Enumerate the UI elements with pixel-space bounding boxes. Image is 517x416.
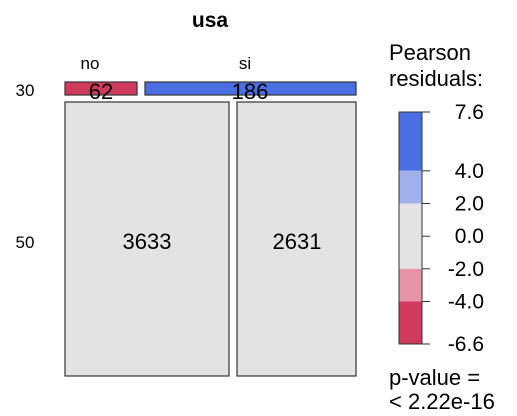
column-label-si: si — [239, 54, 251, 73]
row-label-30: 30 — [16, 81, 35, 100]
legend-tick-label: -2.0 — [448, 258, 484, 281]
column-label-no: no — [81, 54, 100, 73]
legend-color-bar — [399, 112, 422, 344]
legend-tick-label: -6.6 — [448, 333, 484, 356]
cell-count-50-si: 2631 — [273, 229, 322, 254]
legend-bar-outline — [398, 111, 423, 345]
p-value-line2: < 2.22e-16 — [389, 389, 495, 414]
tile-30-si — [144, 81, 357, 96]
cell-count-30-si: 186 — [232, 79, 269, 104]
legend-tick-label: 7.6 — [455, 101, 484, 124]
legend-band — [399, 170, 422, 204]
legend-band — [399, 203, 422, 269]
legend-band — [399, 112, 422, 171]
tile-30-no — [64, 81, 138, 96]
tile-50-no — [64, 101, 230, 377]
cell-count-50-no: 3633 — [123, 229, 172, 254]
legend-title-line1: Pearson — [389, 40, 471, 65]
tile-50-si — [236, 101, 357, 377]
chart-title: usa — [192, 9, 229, 32]
legend-tick-label: 0.0 — [455, 225, 484, 248]
legend-tick-label: 2.0 — [455, 193, 484, 216]
legend-title-line2: residuals: — [389, 66, 483, 91]
legend-band — [399, 301, 422, 344]
legend-tick-label: -4.0 — [448, 291, 484, 314]
legend-axis: 7.6 4.0 2.0 0.0 -2.0 -4.0 -6.6 — [422, 101, 484, 356]
cell-count-30-no: 62 — [89, 79, 113, 104]
legend-band — [399, 268, 422, 302]
row-label-50: 50 — [16, 233, 35, 252]
p-value-line1: p-value = — [389, 365, 480, 390]
legend-tick-label: 4.0 — [455, 160, 484, 183]
